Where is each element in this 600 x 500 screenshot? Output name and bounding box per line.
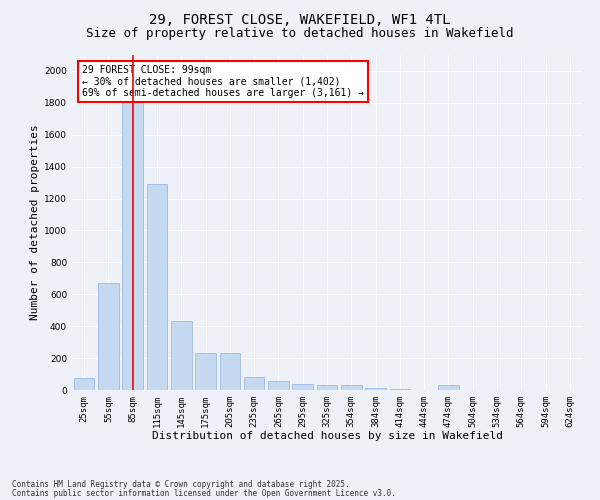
Bar: [365, 388, 386, 390]
Bar: [122, 92, 143, 390]
Bar: [438, 385, 459, 390]
X-axis label: Distribution of detached houses by size in Wakefield: Distribution of detached houses by size …: [151, 432, 503, 442]
Text: 29 FOREST CLOSE: 99sqm
← 30% of detached houses are smaller (1,402)
69% of semi-: 29 FOREST CLOSE: 99sqm ← 30% of detached…: [82, 65, 364, 98]
Y-axis label: Number of detached properties: Number of detached properties: [30, 124, 40, 320]
Bar: [74, 378, 94, 390]
Bar: [292, 384, 313, 390]
Text: Size of property relative to detached houses in Wakefield: Size of property relative to detached ho…: [86, 28, 514, 40]
Bar: [317, 385, 337, 390]
Bar: [268, 381, 289, 390]
Bar: [171, 322, 191, 390]
Text: Contains public sector information licensed under the Open Government Licence v3: Contains public sector information licen…: [12, 488, 396, 498]
Bar: [195, 352, 216, 390]
Bar: [146, 184, 167, 390]
Text: Contains HM Land Registry data © Crown copyright and database right 2025.: Contains HM Land Registry data © Crown c…: [12, 480, 350, 489]
Bar: [244, 377, 265, 390]
Bar: [389, 389, 410, 390]
Bar: [98, 283, 119, 390]
Bar: [220, 352, 240, 390]
Bar: [341, 385, 362, 390]
Text: 29, FOREST CLOSE, WAKEFIELD, WF1 4TL: 29, FOREST CLOSE, WAKEFIELD, WF1 4TL: [149, 12, 451, 26]
